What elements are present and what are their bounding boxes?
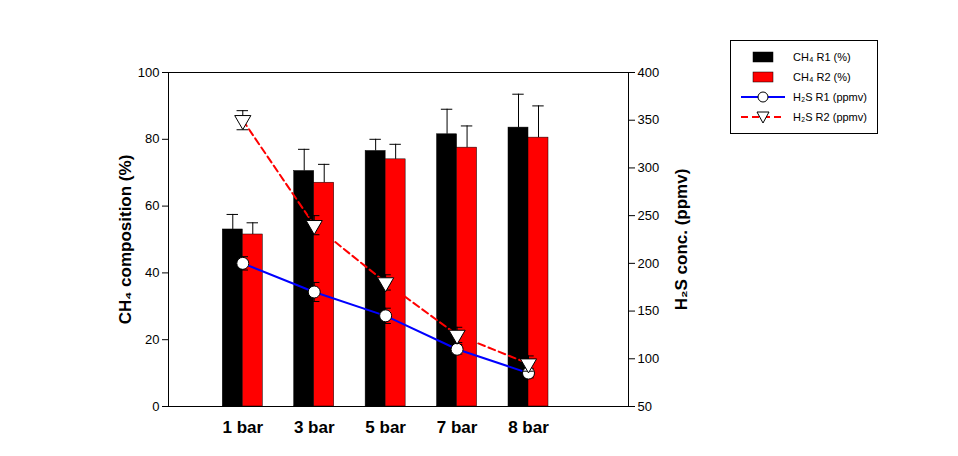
svg-text:1 bar: 1 bar	[222, 418, 263, 437]
html-text:H₂S R2 (ppmv): H₂S R2 (ppmv)	[793, 111, 867, 123]
html-text:CH₄ R1 (%): CH₄ R1 (%)	[793, 51, 851, 63]
svg-text:350: 350	[638, 112, 660, 127]
svg-text:8 bar: 8 bar	[508, 418, 549, 437]
svg-text:3 bar: 3 bar	[294, 418, 335, 437]
svg-text:0: 0	[152, 399, 159, 414]
svg-text:CH₄ composition (%): CH₄ composition (%)	[116, 155, 135, 325]
html-text:CH₄ R2 (%): CH₄ R2 (%)	[793, 71, 851, 83]
svg-text:100: 100	[138, 65, 160, 80]
svg-text:200: 200	[638, 256, 660, 271]
svg-text:300: 300	[638, 160, 660, 175]
svg-text:60: 60	[145, 198, 159, 213]
svg-text:250: 250	[638, 208, 660, 223]
svg-text:80: 80	[145, 131, 159, 146]
svg-text:150: 150	[638, 303, 660, 318]
svg-text:400: 400	[638, 65, 660, 80]
svg-text:H₂S conc. (ppmv): H₂S conc. (ppmv)	[672, 169, 691, 311]
svg-text:20: 20	[145, 332, 159, 347]
svg-text:40: 40	[145, 265, 159, 280]
svg-text:50: 50	[638, 399, 652, 414]
svg-text:5 bar: 5 bar	[365, 418, 406, 437]
html-text:H₂S R1 (ppmv): H₂S R1 (ppmv)	[793, 91, 867, 103]
svg-text:7 bar: 7 bar	[437, 418, 478, 437]
svg-text:100: 100	[638, 351, 660, 366]
